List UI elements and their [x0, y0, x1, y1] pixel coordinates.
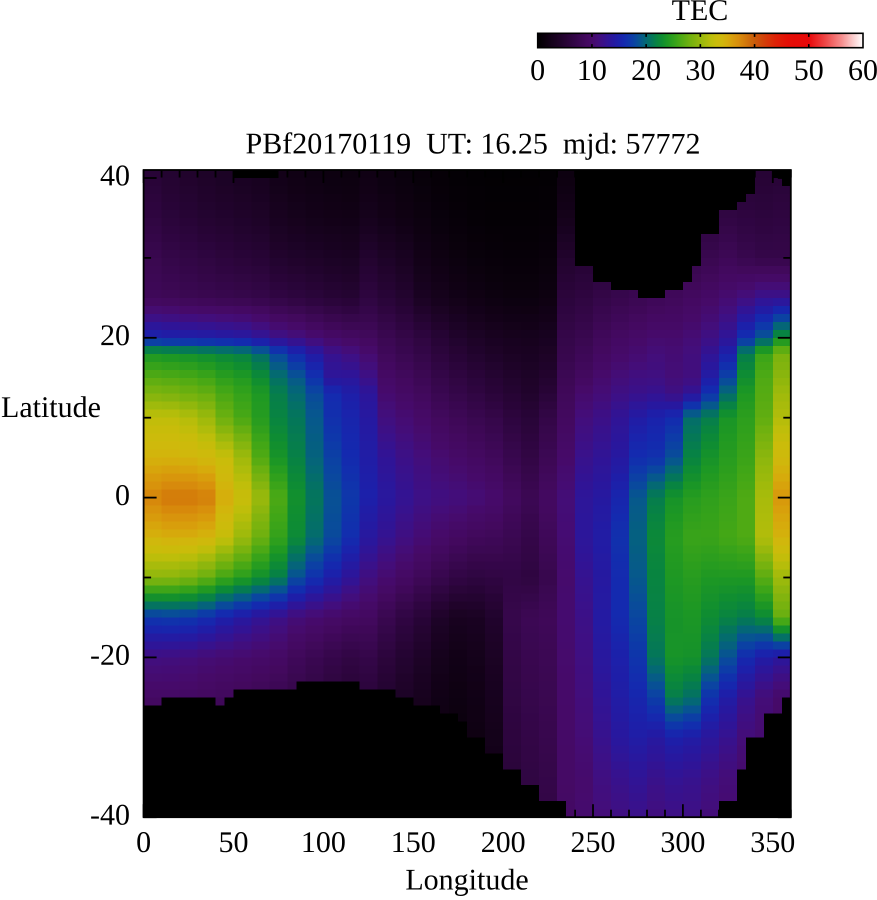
svg-text:Longitude: Longitude	[405, 863, 528, 896]
svg-text:-40: -40	[90, 799, 130, 832]
svg-text:200: 200	[481, 826, 526, 859]
svg-text:20: 20	[631, 54, 661, 87]
svg-text:0: 0	[136, 826, 151, 859]
svg-text:Latitude: Latitude	[1, 391, 101, 424]
svg-text:40: 40	[740, 54, 770, 87]
svg-text:10: 10	[577, 54, 607, 87]
svg-text:300: 300	[660, 826, 705, 859]
svg-text:30: 30	[685, 54, 715, 87]
svg-text:TEC: TEC	[672, 0, 729, 27]
svg-text:150: 150	[391, 826, 436, 859]
svg-text:-20: -20	[90, 639, 130, 672]
svg-text:PBf20170119 UT: 16.25 mjd: 5: PBf20170119 UT: 16.25 mjd: 57772	[246, 127, 701, 160]
svg-text:50: 50	[794, 54, 824, 87]
svg-text:350: 350	[750, 826, 795, 859]
svg-text:40: 40	[100, 159, 130, 192]
svg-text:60: 60	[848, 54, 877, 87]
svg-text:50: 50	[218, 826, 248, 859]
svg-text:0: 0	[115, 479, 130, 512]
svg-text:20: 20	[100, 319, 130, 352]
svg-text:100: 100	[301, 826, 346, 859]
svg-text:0: 0	[530, 54, 545, 87]
svg-text:250: 250	[570, 826, 615, 859]
